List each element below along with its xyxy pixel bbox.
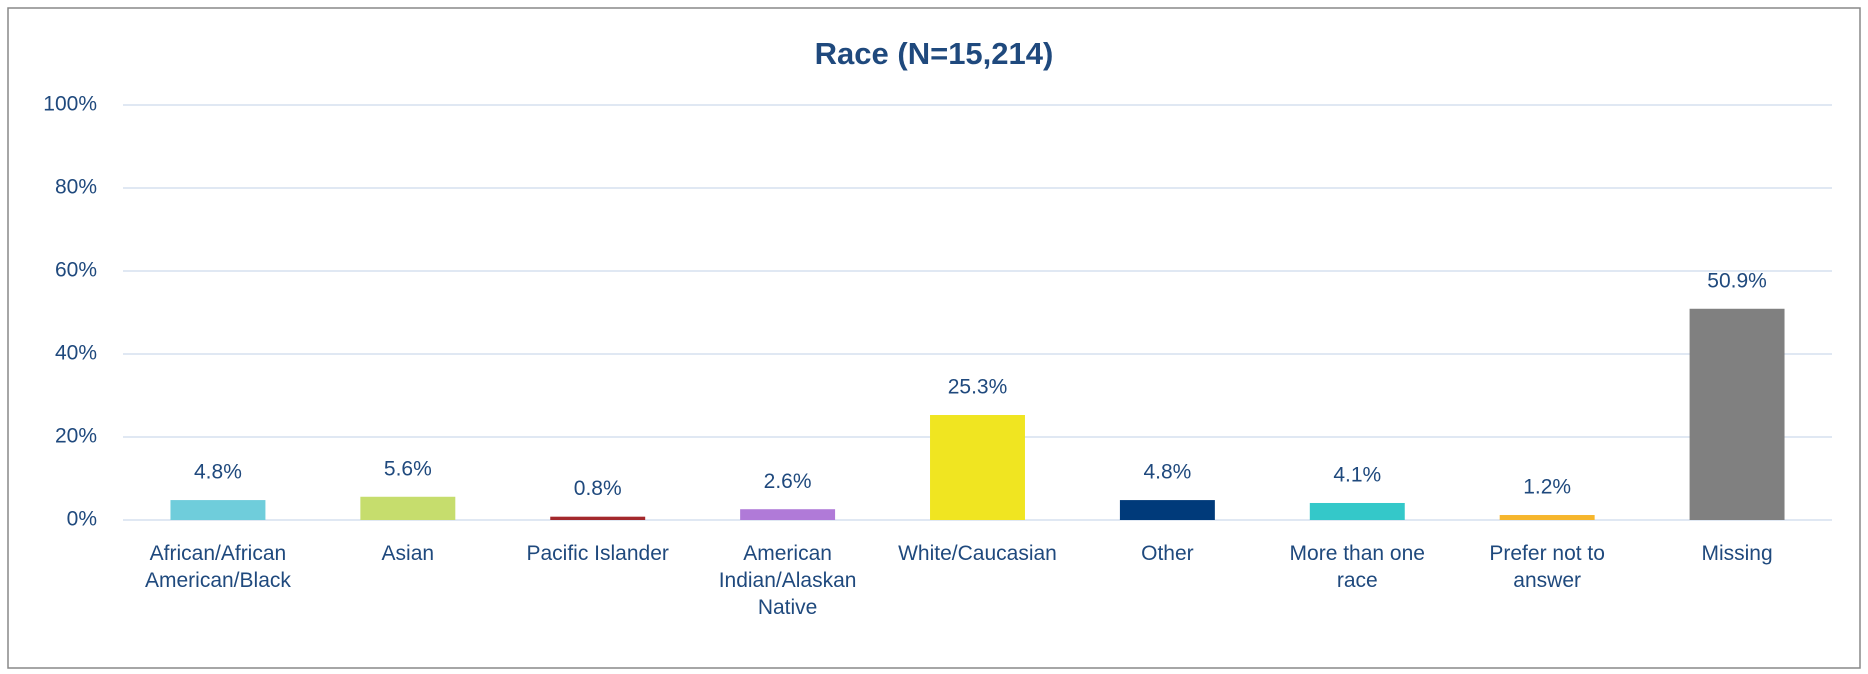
x-tick-label: Prefer not to answer <box>1489 542 1605 592</box>
x-tick-label: Asian <box>381 542 435 565</box>
bar <box>1499 515 1595 520</box>
x-tick-label: White/Caucasian <box>898 542 1057 565</box>
y-tick-label: 60% <box>55 259 97 282</box>
y-tick-label: 20% <box>55 425 97 448</box>
data-label: 50.9% <box>1707 269 1767 292</box>
data-label: 4.8% <box>1143 461 1191 484</box>
data-label: 2.6% <box>764 470 812 493</box>
x-tick-label: African/African American/Black <box>144 542 291 592</box>
bar <box>1689 308 1785 520</box>
data-label: 5.6% <box>384 457 432 480</box>
chart-title: Race (N=15,214) <box>815 36 1054 71</box>
chart-frame <box>7 7 1861 669</box>
bar <box>550 516 646 520</box>
data-label: 4.1% <box>1333 464 1381 487</box>
bar <box>1309 502 1405 520</box>
bar <box>930 415 1025 520</box>
bar <box>170 500 266 520</box>
data-label: 25.3% <box>948 376 1008 399</box>
bar <box>360 496 456 520</box>
y-tick-label: 40% <box>55 342 97 365</box>
bar <box>1119 500 1215 520</box>
x-tick-label: Pacific Islander <box>526 542 669 565</box>
x-tick-label: Other <box>1141 542 1194 565</box>
x-tick-label: More than one race <box>1289 542 1425 592</box>
y-tick-label: 100% <box>43 93 97 116</box>
data-label: 1.2% <box>1523 476 1571 499</box>
x-tick-label: American Indian/Alaskan Native <box>718 542 857 619</box>
data-label: 4.8% <box>194 461 242 484</box>
x-tick-label: Missing <box>1701 542 1773 565</box>
y-tick-label: 0% <box>67 508 97 531</box>
data-label: 0.8% <box>574 477 622 500</box>
bar <box>740 509 836 520</box>
y-tick-label: 80% <box>55 176 97 199</box>
